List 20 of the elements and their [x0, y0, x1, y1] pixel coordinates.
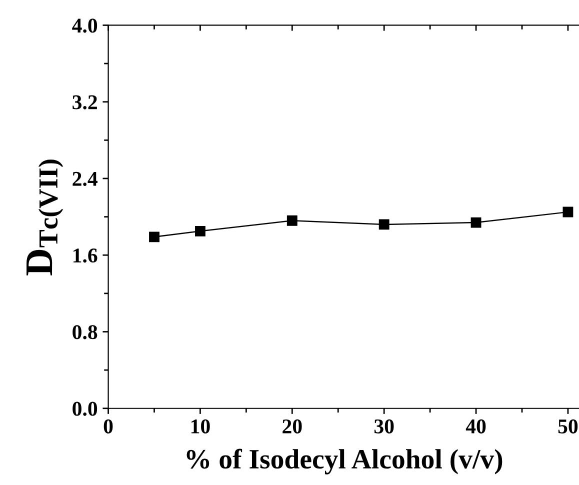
x-tick-label: 30	[374, 419, 394, 434]
point	[562, 206, 574, 218]
y-tick-label: 2.4	[72, 172, 98, 186]
x-tick-label: 40	[466, 419, 486, 434]
y-tick-label: 0.8	[72, 325, 98, 340]
y-tick-label: 4.0	[72, 18, 98, 33]
point	[470, 217, 482, 228]
y-tick-label: 0.0	[72, 402, 98, 416]
point	[195, 226, 206, 236]
x-tick-label: 10	[191, 419, 210, 434]
x-axis-title: % of Isodecyl Alcohol (v/v)	[186, 448, 502, 474]
y-tick-label: 3.2	[72, 95, 97, 110]
y-tick-label: 1.6	[73, 248, 98, 263]
x-tick-label: 0	[104, 419, 113, 434]
x-tick-label: 50	[558, 419, 578, 434]
point	[286, 215, 298, 226]
point	[378, 219, 390, 230]
y-axis-title: D$_{Tc(VII)}$	[26, 160, 64, 276]
x-tick-label: 20	[282, 419, 302, 434]
point	[149, 232, 160, 242]
